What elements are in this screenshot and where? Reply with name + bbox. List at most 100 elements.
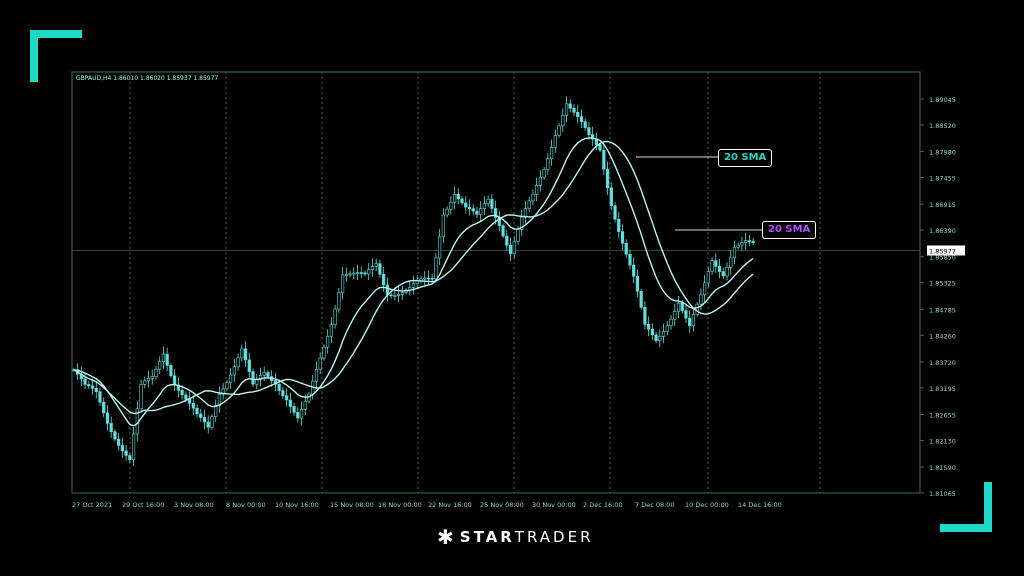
candle: [438, 236, 442, 259]
x-tick-label: 10 Nov 16:00: [275, 501, 319, 509]
candle: [124, 450, 128, 456]
y-tick-label: 1.81590: [929, 464, 956, 472]
x-tick-label: 2 Dec 16:00: [583, 501, 623, 509]
y-tick-label: 1.89045: [929, 96, 956, 104]
candle: [87, 384, 91, 387]
star-icon: ✱: [437, 525, 454, 549]
x-tick-label: 18 Nov 00:00: [378, 501, 422, 509]
candle: [587, 127, 591, 135]
candle: [262, 372, 266, 376]
y-tick-label: 1.84785: [929, 306, 956, 314]
candle: [229, 374, 233, 383]
candle: [154, 368, 158, 377]
candle: [482, 203, 487, 209]
candle: [158, 361, 162, 370]
candle: [471, 208, 475, 212]
candle: [508, 245, 513, 255]
candle: [613, 205, 617, 220]
x-tick-label: 29 Oct 16:00: [122, 501, 164, 509]
candle: [639, 290, 643, 308]
candle: [314, 368, 319, 382]
sma-label-purple: 20 SMA: [762, 221, 817, 239]
candle: [553, 135, 557, 148]
candle: [531, 193, 535, 202]
candle: [579, 116, 584, 122]
candle: [714, 260, 718, 267]
candle: [292, 406, 296, 413]
candle: [643, 306, 647, 325]
candle: [98, 391, 102, 403]
candle: [150, 376, 154, 379]
candle: [102, 401, 106, 414]
candle: [464, 202, 468, 208]
y-tick-label: 1.82655: [929, 411, 956, 419]
candle: [441, 214, 445, 238]
candle: [165, 353, 169, 366]
candle: [445, 208, 449, 216]
candle: [673, 311, 677, 320]
candle: [676, 302, 681, 312]
candle: [382, 274, 386, 286]
candle: [329, 324, 333, 337]
candle: [374, 263, 378, 267]
candle: [736, 244, 740, 248]
logo-trader-text: TRADER: [514, 528, 594, 546]
x-tick-label: 10 Dec 00:00: [685, 501, 729, 509]
candle: [699, 294, 703, 305]
candle: [359, 272, 363, 274]
candle: [281, 390, 285, 397]
candle: [109, 423, 113, 432]
candle: [490, 198, 494, 209]
candle: [340, 274, 345, 293]
candle: [605, 168, 610, 189]
chart-frame: [71, 71, 921, 494]
candle: [695, 303, 699, 315]
candle: [747, 240, 752, 242]
candle: [333, 308, 337, 326]
candle: [143, 380, 147, 385]
candle: [557, 125, 561, 136]
candle: [661, 331, 666, 337]
candle: [247, 359, 251, 372]
candle: [688, 317, 692, 327]
candle: [195, 407, 199, 415]
candle: [527, 200, 531, 209]
x-tick-label: 3 Nov 08:00: [174, 501, 214, 509]
candle: [411, 283, 416, 288]
candle: [214, 405, 218, 417]
candle: [318, 357, 322, 370]
corner-bracket-top-left: [30, 30, 82, 82]
candle: [729, 257, 733, 268]
candle: [240, 348, 244, 359]
candle: [251, 371, 255, 385]
current-price-badge: [927, 245, 965, 256]
candle: [128, 455, 132, 461]
candle: [710, 260, 714, 272]
y-tick-label: 1.88520: [929, 122, 956, 130]
candle: [460, 198, 464, 204]
candle: [378, 263, 382, 275]
candle: [572, 107, 576, 113]
candle: [117, 438, 121, 446]
candle: [494, 208, 498, 218]
candle: [721, 271, 725, 277]
candle: [609, 187, 613, 206]
startrader-logo: ✱ STAR TRADER: [437, 525, 594, 549]
candle: [561, 115, 565, 127]
x-tick-label: 15 Nov 08:00: [330, 501, 374, 509]
candle: [665, 325, 669, 332]
candle: [505, 235, 509, 246]
candle: [650, 328, 654, 336]
candle: [370, 266, 375, 271]
y-tick-label: 1.86390: [929, 227, 956, 235]
candle: [426, 277, 431, 280]
candle: [396, 294, 401, 296]
x-tick-label: 8 Nov 00:00: [226, 501, 266, 509]
y-tick-label: 1.85850: [929, 254, 956, 262]
candle: [564, 103, 569, 116]
candle: [549, 147, 554, 159]
candle: [542, 169, 546, 178]
candle: [546, 158, 550, 170]
candle: [706, 271, 710, 284]
x-tick-label: 14 Dec 16:00: [738, 501, 782, 509]
